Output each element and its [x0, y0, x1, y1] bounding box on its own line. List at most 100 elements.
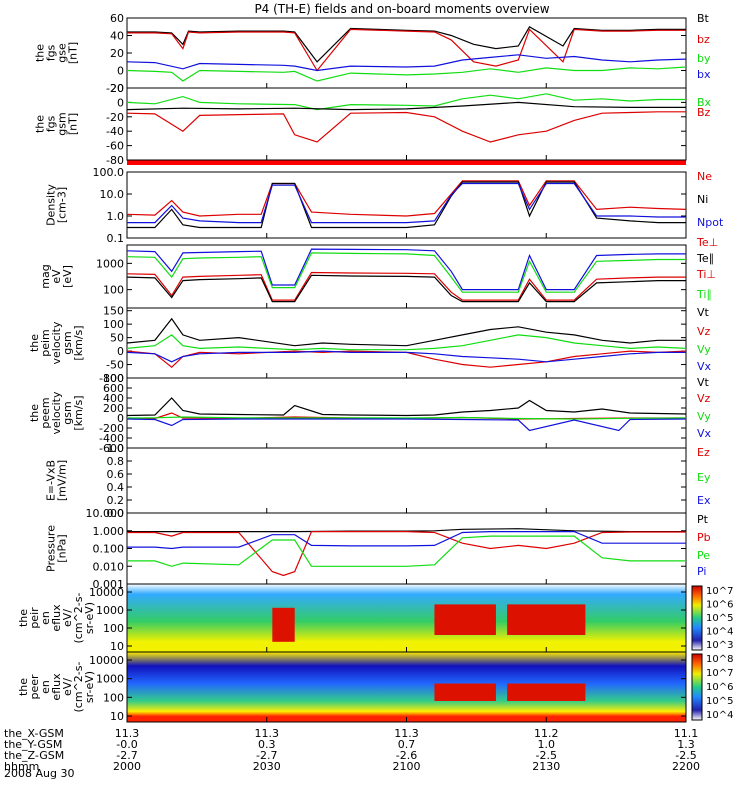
series-line	[126, 101, 686, 111]
y-tick-label: 0.010	[93, 560, 125, 573]
y-tick-label: 1.0	[107, 210, 125, 223]
y-tick-label: 10000	[89, 586, 124, 599]
footer-row-label: the_X-GSM	[4, 727, 64, 740]
series-line	[127, 535, 686, 567]
footer-value: -2.5	[675, 749, 696, 762]
footer-value: 2200	[672, 760, 700, 773]
legend-label: Vx	[697, 427, 712, 440]
footer-value: -0.0	[116, 738, 137, 751]
y-tick-label: 800	[103, 372, 124, 385]
y-tick-label: 150	[103, 305, 124, 318]
legend-label: Te∥	[696, 252, 714, 265]
y-tick-label: 60	[110, 12, 124, 25]
footer-value: 2000	[113, 760, 141, 773]
y-tick-label: 100	[103, 318, 124, 331]
footer-value: 11.2	[534, 727, 559, 740]
footer-value: -2.7	[256, 749, 277, 762]
y-tick-label: 100	[103, 691, 124, 704]
spectrogram-image	[127, 584, 686, 652]
y-axis-label: [nT]	[67, 113, 80, 135]
legend-label: bx	[697, 68, 711, 81]
y-tick-label: 50	[110, 332, 124, 345]
legend-label: Pe	[697, 549, 710, 562]
series-line	[126, 271, 686, 301]
y-tick-label: 1000	[96, 604, 124, 617]
series-line	[126, 397, 687, 417]
colorbar-tick: 10^3	[706, 640, 733, 651]
y-tick-label: -100	[99, 372, 124, 385]
y-tick-label: 1000	[96, 673, 124, 686]
y-axis-label: the	[28, 404, 41, 422]
spectrogram-hot-region	[272, 607, 295, 642]
y-axis-label: sr-eV)	[83, 602, 96, 634]
y-axis-label: velocity	[50, 321, 63, 364]
y-axis-label: the	[17, 678, 30, 696]
y-tick-label: 100.0	[93, 166, 125, 179]
y-tick-label: 10.0	[100, 188, 125, 201]
y-tick-label: 0.8	[107, 455, 125, 468]
y-tick-label: 1000	[96, 257, 124, 270]
series-line	[126, 317, 686, 347]
y-axis-label: mag	[39, 264, 52, 288]
y-tick-label: -60	[106, 140, 124, 153]
series-line	[127, 181, 686, 229]
footer-value: 11.3	[255, 727, 280, 740]
colorbar	[691, 585, 703, 651]
y-axis-label: E=-VxB	[45, 460, 58, 501]
colorbar-tick: 10^7	[706, 668, 733, 679]
colorbar-tick: 10^4	[706, 710, 733, 721]
y-tick-label: 0	[117, 65, 124, 78]
y-tick-label: 100	[103, 622, 124, 635]
legend-label: Te⊥	[696, 236, 718, 249]
y-tick-label: -20	[106, 111, 124, 124]
y-axis-label: (cm^2-s-	[72, 662, 85, 713]
y-axis-label: [nT]	[67, 42, 80, 64]
legend-label: by	[697, 52, 711, 65]
y-tick-label: 10	[110, 710, 124, 723]
footer-row-label: the_Z-GSM	[4, 749, 64, 762]
y-axis-label: the	[34, 115, 47, 133]
spectrogram-hot-region	[507, 604, 586, 635]
footer-value: 1.0	[538, 738, 556, 751]
series-line	[126, 180, 687, 217]
panel-density: 100.0 10.0 1.0 0.1 Density[cm-3] Ne Ni Npot	[45, 166, 724, 245]
y-tick-label: 0	[117, 96, 124, 109]
footer-value: 0.3	[258, 738, 276, 751]
y-tick-label: 0.100	[93, 543, 125, 556]
series-line	[127, 530, 686, 550]
legend-label: Ti∥	[696, 288, 712, 301]
y-axis-label: en	[39, 611, 52, 625]
panel-pressure: 10.000 1.000 0.100 0.010 0.001 Pressure[nPa] P…	[45, 507, 711, 591]
legend-label: Ez	[697, 446, 710, 459]
y-axis-label: [cm-3]	[56, 187, 69, 223]
y-axis-label: [nPa]	[56, 534, 69, 562]
y-tick-label: 0.2	[107, 494, 125, 507]
y-tick-label: 0.0	[107, 507, 125, 520]
y-axis-label: eflux	[50, 604, 63, 632]
y-tick-label: 40	[110, 30, 124, 43]
spectrogram-hot-region	[507, 683, 586, 701]
y-axis-label: gsm	[56, 112, 69, 135]
footer-value: -2.7	[116, 749, 137, 762]
footer-value: 0.7	[398, 738, 416, 751]
footer-value: 11.1	[674, 727, 699, 740]
y-axis-label: peer	[28, 674, 41, 700]
y-tick-label: 0.001	[93, 578, 125, 591]
panel-peir-spectrogram: 10^7 10^6 10^5 10^4 10^3 10000 1000 100 10 thepei…	[17, 583, 733, 653]
y-tick-label: 1.000	[93, 525, 125, 538]
colorbar-tick: 10^7	[706, 586, 733, 597]
y-tick-label: 0.4	[107, 481, 125, 494]
y-axis-label: [km/s]	[72, 395, 85, 430]
legend-label: Bt	[697, 12, 710, 25]
y-tick-label: 20	[110, 82, 124, 95]
y-axis-label: gsm	[61, 401, 74, 424]
series-line	[126, 252, 686, 293]
legend-label: Vt	[697, 306, 710, 319]
legend-label: Npot	[697, 216, 724, 229]
